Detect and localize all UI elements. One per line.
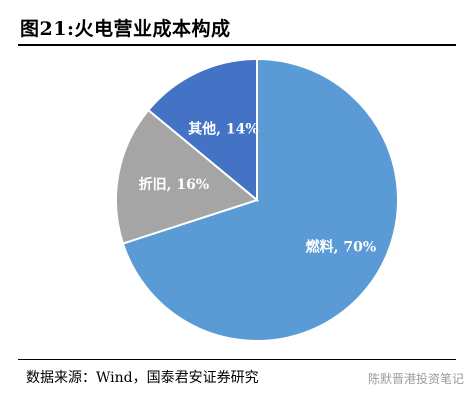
slice-label-3: 其他, 14% [188,121,259,138]
slice-label-1: 燃料, 70% [306,238,377,255]
source-note: 数据来源：Wind，国泰君安证券研究 [26,370,259,386]
figure-title: 图21:火电营业成本构成 [20,18,231,40]
pie-slice-3 [146,57,258,203]
pie-slice-2 [115,108,260,245]
title-rule [18,44,456,46]
source-rule [18,359,456,360]
pie-slice-1 [121,57,399,342]
watermark: 陈默晋港投资笔记 [368,372,465,386]
slice-label-2: 折旧, 16% [139,176,210,193]
